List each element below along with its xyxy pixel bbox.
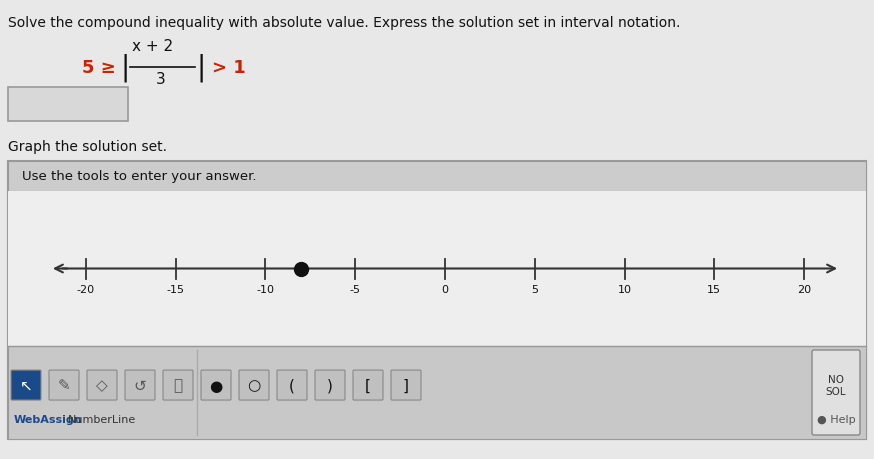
Text: ]: ]: [403, 378, 409, 393]
FancyBboxPatch shape: [8, 191, 866, 346]
FancyBboxPatch shape: [8, 162, 866, 191]
Text: 20: 20: [797, 285, 811, 295]
Text: ): ): [327, 378, 333, 393]
Text: 5 ≥: 5 ≥: [82, 59, 116, 77]
FancyBboxPatch shape: [8, 162, 866, 439]
Text: ●: ●: [210, 378, 223, 393]
Text: 🗑: 🗑: [173, 378, 183, 393]
FancyBboxPatch shape: [812, 350, 860, 435]
Text: |: |: [120, 54, 129, 82]
Text: ↖: ↖: [19, 378, 32, 393]
Text: -20: -20: [77, 285, 95, 295]
Text: |: |: [197, 54, 206, 82]
Text: (: (: [289, 378, 295, 393]
Text: NO
SOL: NO SOL: [826, 375, 846, 396]
Text: ✎: ✎: [58, 378, 71, 393]
Text: 0: 0: [441, 285, 448, 295]
Text: > 1: > 1: [212, 59, 246, 77]
Text: Solve the compound inequality with absolute value. Express the solution set in i: Solve the compound inequality with absol…: [8, 16, 680, 30]
Text: ◇: ◇: [96, 378, 108, 393]
Text: ○: ○: [247, 378, 260, 393]
Text: [: [: [365, 378, 371, 393]
Text: ● Help: ● Help: [817, 414, 856, 424]
Text: NumberLine: NumberLine: [68, 414, 136, 424]
Text: Graph the solution set.: Graph the solution set.: [8, 140, 167, 154]
FancyBboxPatch shape: [8, 346, 866, 439]
Text: -15: -15: [167, 285, 184, 295]
FancyBboxPatch shape: [239, 370, 269, 400]
FancyBboxPatch shape: [315, 370, 345, 400]
Text: x + 2: x + 2: [132, 39, 173, 54]
FancyBboxPatch shape: [163, 370, 193, 400]
FancyBboxPatch shape: [11, 370, 41, 400]
Text: ↺: ↺: [134, 378, 146, 393]
Text: 10: 10: [618, 285, 632, 295]
Text: 3: 3: [156, 72, 166, 87]
Text: 15: 15: [707, 285, 721, 295]
FancyBboxPatch shape: [87, 370, 117, 400]
FancyBboxPatch shape: [125, 370, 155, 400]
Text: -5: -5: [350, 285, 361, 295]
Text: -10: -10: [256, 285, 274, 295]
Text: Use the tools to enter your answer.: Use the tools to enter your answer.: [22, 170, 256, 183]
FancyBboxPatch shape: [391, 370, 421, 400]
FancyBboxPatch shape: [8, 88, 128, 122]
FancyBboxPatch shape: [201, 370, 231, 400]
Text: WebAssign: WebAssign: [14, 414, 83, 424]
FancyBboxPatch shape: [49, 370, 79, 400]
FancyBboxPatch shape: [277, 370, 307, 400]
FancyBboxPatch shape: [353, 370, 383, 400]
Text: 5: 5: [531, 285, 538, 295]
